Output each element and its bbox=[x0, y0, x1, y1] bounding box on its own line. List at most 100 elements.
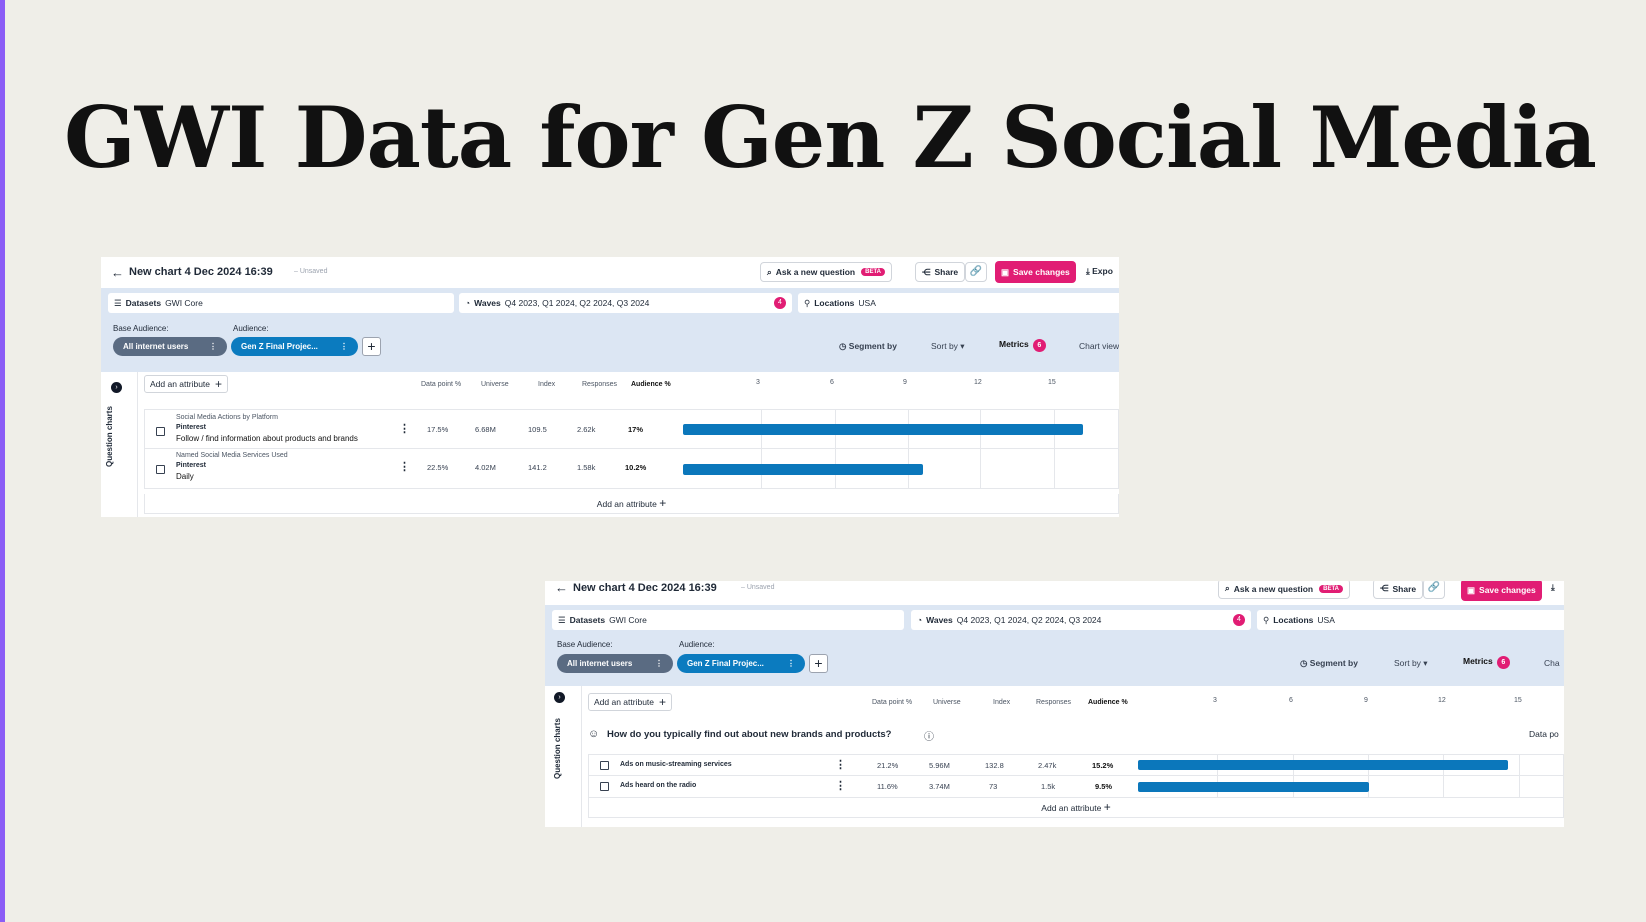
cell-data-point: 21.2% bbox=[877, 761, 899, 770]
ask-question-button[interactable]: ⌕ Ask a new question BETA bbox=[760, 262, 893, 282]
export-label: Expo bbox=[1092, 266, 1113, 276]
base-audience-label: Base Audience: bbox=[557, 640, 613, 649]
search-icon: ⌕ bbox=[1225, 583, 1230, 593]
share-button[interactable]: ⋲ Share bbox=[1373, 581, 1424, 599]
axis-tick-label: 12 bbox=[1438, 697, 1446, 704]
filter-band: ☰ Datasets GWI Core ◔ Waves Q4 2023, Q1 … bbox=[101, 288, 1119, 372]
export-button[interactable]: ⤓ Expo bbox=[1086, 266, 1113, 276]
datasets-label: Datasets bbox=[125, 298, 162, 308]
kebab-icon[interactable]: ⋮ bbox=[340, 342, 348, 351]
add-attribute-footer-button[interactable]: Add an attribute + bbox=[144, 494, 1119, 514]
list-icon: ☰ bbox=[558, 614, 566, 625]
waves-field[interactable]: ◔ Waves Q4 2023, Q1 2024, Q2 2024, Q3 20… bbox=[459, 293, 792, 313]
back-arrow-icon[interactable]: ← bbox=[555, 581, 568, 595]
locations-field[interactable]: ⚲ Locations USA bbox=[798, 293, 1119, 313]
row-checkbox[interactable] bbox=[600, 782, 609, 791]
cell-universe: 5.96M bbox=[929, 761, 950, 770]
ask-question-button[interactable]: ⌕ Ask a new question BETA bbox=[1218, 581, 1351, 599]
export-icon[interactable]: ⤓ bbox=[1551, 582, 1555, 592]
share-label: Share bbox=[1392, 583, 1417, 594]
chart-view-button[interactable]: Cha bbox=[1544, 658, 1560, 668]
locations-field[interactable]: ⚲ Locations USA bbox=[1257, 610, 1564, 630]
add-audience-button[interactable]: + bbox=[809, 654, 828, 673]
sort-by-button[interactable]: Sort by ▾ bbox=[931, 341, 965, 351]
screenshot-bottom: ← New chart 4 Dec 2024 16:39 – Unsaved ⌕… bbox=[545, 581, 1564, 827]
column-header[interactable]: Universe bbox=[933, 699, 961, 706]
save-changes-button[interactable]: ▣ Save changes bbox=[995, 261, 1076, 283]
add-attribute-footer-label: Add an attribute bbox=[1041, 803, 1102, 813]
base-audience-pill[interactable]: All internet users ⋮ bbox=[557, 654, 673, 673]
add-attribute-button[interactable]: Add an attribute + bbox=[588, 693, 673, 711]
base-audience-pill[interactable]: All internet users ⋮ bbox=[113, 337, 227, 356]
column-header[interactable]: Data point % bbox=[872, 699, 913, 706]
axis-tick-label: 6 bbox=[1289, 697, 1293, 704]
add-attribute-footer-label: Add an attribute bbox=[596, 499, 657, 509]
share-button[interactable]: ⋲ Share bbox=[915, 262, 966, 282]
back-arrow-icon[interactable]: ← bbox=[111, 265, 124, 280]
audience-bar bbox=[1138, 760, 1508, 770]
screenshot-top: ← New chart 4 Dec 2024 16:39 – Unsaved ⌕… bbox=[101, 257, 1119, 517]
column-header[interactable]: Audience % bbox=[1088, 699, 1128, 706]
waves-count-badge: 4 bbox=[774, 297, 786, 309]
base-audience-pill-label: All internet users bbox=[123, 342, 189, 351]
waves-icon: ◔ bbox=[917, 615, 923, 625]
row-menu-kebab-icon[interactable]: ⋮ bbox=[835, 759, 846, 771]
datasets-field[interactable]: ☰ Datasets GWI Core bbox=[552, 610, 904, 630]
audience-bar bbox=[683, 424, 1083, 435]
metrics-button[interactable]: Metrics 6 bbox=[999, 339, 1046, 352]
link-icon[interactable]: 🔗 bbox=[1423, 581, 1445, 599]
row-label: Ads heard on the radio bbox=[620, 782, 697, 789]
chevron-right-icon[interactable]: › bbox=[554, 692, 565, 703]
link-icon[interactable]: 🔗 bbox=[965, 262, 987, 282]
ask-question-label: Ask a new question bbox=[1233, 583, 1314, 594]
segment-by-button[interactable]: ◷ Segment by bbox=[839, 341, 897, 351]
column-header[interactable]: Data point % bbox=[421, 381, 462, 388]
grid-line bbox=[1054, 409, 1055, 489]
datasets-field[interactable]: ☰ Datasets GWI Core bbox=[108, 293, 454, 313]
question-charts-sidebar: › Question charts bbox=[545, 686, 582, 827]
waves-field[interactable]: ◔ Waves Q4 2023, Q1 2024, Q2 2024, Q3 20… bbox=[911, 610, 1251, 630]
add-attribute-button[interactable]: Add an attribute + bbox=[144, 375, 229, 393]
column-header[interactable]: Responses bbox=[582, 381, 618, 388]
audience-bar bbox=[1138, 782, 1369, 792]
row-menu-kebab-icon[interactable]: ⋮ bbox=[399, 461, 410, 473]
metrics-label: Metrics bbox=[999, 339, 1029, 349]
question-title: How do you typically find out about new … bbox=[607, 729, 892, 740]
audience-pill[interactable]: Gen Z Final Projec... ⋮ bbox=[677, 654, 805, 673]
chevron-right-icon[interactable]: › bbox=[111, 382, 122, 393]
plus-icon: + bbox=[1103, 800, 1111, 814]
column-header[interactable]: Universe bbox=[481, 381, 509, 388]
sort-by-button[interactable]: Sort by ▾ bbox=[1394, 658, 1428, 668]
kebab-icon[interactable]: ⋮ bbox=[209, 342, 217, 351]
row-menu-kebab-icon[interactable]: ⋮ bbox=[835, 780, 846, 792]
add-attribute-label: Add an attribute bbox=[150, 379, 211, 389]
audience-pill-label: Gen Z Final Projec... bbox=[241, 342, 318, 351]
search-icon: ⌕ bbox=[767, 266, 772, 277]
metrics-button[interactable]: Metrics 6 bbox=[1463, 656, 1510, 669]
row-checkbox[interactable] bbox=[600, 761, 609, 770]
kebab-icon[interactable]: ⋮ bbox=[787, 659, 795, 668]
column-header[interactable]: Index bbox=[538, 381, 556, 388]
grid-line bbox=[1443, 754, 1444, 798]
chart-view-button[interactable]: Chart view bbox=[1079, 341, 1119, 351]
column-header[interactable]: Index bbox=[993, 699, 1011, 706]
add-audience-button[interactable]: + bbox=[362, 337, 381, 356]
row-menu-kebab-icon[interactable]: ⋮ bbox=[399, 423, 410, 435]
segment-by-button[interactable]: ◷ Segment by bbox=[1300, 658, 1358, 668]
segment-by-label: Segment by bbox=[1309, 658, 1358, 668]
kebab-icon[interactable]: ⋮ bbox=[655, 659, 663, 668]
row-label: Ads on music-streaming services bbox=[620, 761, 732, 768]
axis-tick-label: 9 bbox=[1364, 697, 1368, 704]
grid-line bbox=[1217, 754, 1218, 798]
audience-pill[interactable]: Gen Z Final Projec... ⋮ bbox=[231, 337, 358, 356]
data-point-label: Data po bbox=[1529, 729, 1559, 739]
add-attribute-footer-button[interactable]: Add an attribute + bbox=[588, 798, 1564, 818]
row-checkbox[interactable] bbox=[156, 427, 165, 436]
info-icon[interactable]: ⓘ bbox=[924, 732, 934, 743]
row-checkbox[interactable] bbox=[156, 465, 165, 474]
column-header[interactable]: Responses bbox=[1036, 699, 1072, 706]
add-attribute-label: Add an attribute bbox=[594, 697, 655, 707]
locations-label: Locations bbox=[814, 298, 855, 308]
save-changes-button[interactable]: ▣ Save changes bbox=[1461, 581, 1542, 601]
column-header[interactable]: Audience % bbox=[631, 381, 671, 388]
